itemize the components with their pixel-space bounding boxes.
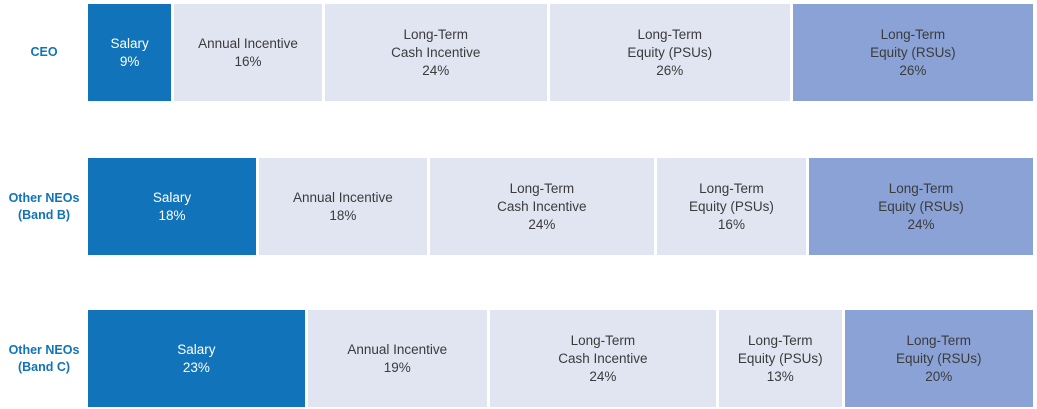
stacked-bar-other-neos-band-b: Salary 18% Annual Incentive 18% Long-Ter… [88,158,1037,255]
segment-label: Long-Term [880,26,946,42]
stacked-bar-ceo: Salary 9% Annual Incentive 16% Long-Term… [88,4,1037,101]
segment-label: Long-Term [906,332,972,348]
segment-lt-equity-rsus: Long-Term Equity (RSUs) 26% [792,4,1033,101]
segment-label: Annual Incentive [198,35,298,51]
segment-label: Cash Incentive [391,44,481,60]
segment-percent: 26% [656,62,684,78]
bar-row-other-neos-band-c: Other NEOs (Band C) Salary 23% Annual In… [0,310,1037,407]
segment-percent: 24% [907,216,935,232]
segment-percent: 18% [158,207,186,223]
segment-salary: Salary 9% [88,4,172,101]
segment-annual-incentive: Annual Incentive 18% [258,158,427,255]
segment-label: Salary [110,35,149,51]
segment-percent: 24% [528,216,556,232]
segment-label: Equity (RSUs) [896,350,982,366]
segment-lt-cash-incentive: Long-Term Cash Incentive 24% [324,4,547,101]
segment-label: Equity (PSUs) [627,44,713,60]
row-label-line: (Band B) [17,207,71,222]
row-label-line: CEO [30,45,58,60]
segment-label: Equity (PSUs) [737,350,823,366]
bar-row-ceo: CEO Salary 9% Annual Incentive 16% Long-… [0,4,1037,101]
segment-percent: 13% [766,368,794,384]
row-label-ceo: CEO [0,4,88,101]
segment-percent: 16% [234,53,262,69]
row-label-other-neos-band-c: Other NEOs (Band C) [0,310,88,407]
segment-lt-equity-rsus: Long-Term Equity (RSUs) 20% [844,310,1033,407]
segment-percent: 24% [422,62,450,78]
row-label-other-neos-band-b: Other NEOs (Band B) [0,158,88,255]
segment-label: Equity (RSUs) [878,198,964,214]
segment-label: Annual Incentive [347,341,448,357]
segment-percent: 19% [383,359,411,375]
segment-annual-incentive: Annual Incentive 19% [307,310,487,407]
segment-percent: 23% [182,359,210,375]
segment-label: Salary [177,341,216,357]
segment-annual-incentive: Annual Incentive 16% [174,4,322,101]
segment-label: Annual Incentive [292,189,393,205]
segment-percent: 20% [925,368,953,384]
segment-label: Long-Term [747,332,813,348]
segment-label: Equity (RSUs) [870,44,956,60]
segment-percent: 16% [717,216,745,232]
segment-lt-cash-incentive: Long-Term Cash Incentive 24% [429,158,654,255]
segment-label: Long-Term [570,332,636,348]
segment-lt-cash-incentive: Long-Term Cash Incentive 24% [489,310,716,407]
segment-salary: Salary 23% [88,310,305,407]
segment-label: Equity (PSUs) [689,198,774,214]
bar-row-other-neos-band-b: Other NEOs (Band B) Salary 18% Annual In… [0,158,1037,255]
segment-label: Long-Term [637,26,702,42]
segment-percent: 9% [119,53,140,69]
segment-label: Salary [152,189,192,205]
segment-salary: Salary 18% [88,158,256,255]
segment-label: Long-Term [509,180,575,196]
segment-label: Cash Incentive [558,350,648,366]
stacked-bar-other-neos-band-c: Salary 23% Annual Incentive 19% Long-Ter… [88,310,1037,407]
segment-lt-equity-psus: Long-Term Equity (PSUs) 16% [656,158,807,255]
row-label-line: Other NEOs [8,190,80,205]
segment-label: Cash Incentive [497,198,587,214]
row-label-line: Other NEOs [8,342,80,357]
segment-lt-equity-psus: Long-Term Equity (PSUs) 13% [719,310,842,407]
row-label-line: (Band C) [17,359,71,374]
segment-percent: 24% [589,368,617,384]
segment-percent: 18% [329,207,357,223]
segment-label: Long-Term [699,180,764,196]
segment-lt-equity-rsus: Long-Term Equity (RSUs) 24% [809,158,1033,255]
segment-label: Long-Term [403,26,469,42]
segment-lt-equity-psus: Long-Term Equity (PSUs) 26% [549,4,790,101]
segment-label: Long-Term [888,180,954,196]
segment-percent: 26% [899,62,927,78]
